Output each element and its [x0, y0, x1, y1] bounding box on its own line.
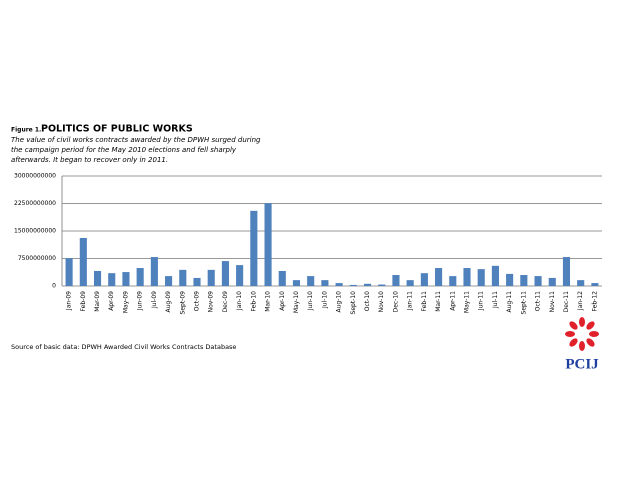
- bar: [406, 280, 414, 286]
- x-tick-label: Sept-10: [350, 291, 357, 315]
- bar: [449, 276, 457, 286]
- bar: [193, 277, 201, 286]
- bar: [292, 280, 301, 286]
- subtitle: The value of civil works contracts award…: [11, 136, 261, 144]
- x-tick-label: Nov-10: [378, 291, 385, 313]
- x-tick-label: Sept-11: [520, 291, 527, 315]
- x-tick-label: Jun-11: [478, 291, 485, 311]
- subtitle: afterwards. It began to recover only in …: [11, 156, 168, 164]
- x-tick-label: Jan-09: [66, 291, 73, 311]
- bar: [136, 268, 144, 286]
- x-tick-label: Feb-09: [80, 291, 87, 312]
- x-tick-label: Jan-11: [407, 291, 414, 311]
- x-tick-label: Jul-09: [151, 291, 158, 309]
- bar: [392, 275, 400, 286]
- bar: [207, 269, 215, 286]
- x-tick-label: Mar-10: [265, 291, 272, 312]
- y-tick-label: 22500000000: [14, 200, 56, 207]
- bar: [122, 272, 130, 286]
- bar: [221, 261, 229, 286]
- bar: [534, 276, 542, 286]
- y-tick-label: 7500000000: [18, 255, 56, 262]
- bar: [335, 283, 343, 286]
- x-tick-label: Aug-11: [506, 291, 513, 313]
- x-tick-label: Oct-09: [194, 291, 201, 311]
- x-tick-label: Sept-09: [179, 291, 186, 315]
- chart-title: POLITICS OF PUBLIC WORKS: [41, 124, 193, 135]
- x-tick-label: Apr-11: [449, 291, 456, 311]
- bar: [491, 265, 499, 286]
- x-tick-label: Apr-09: [108, 291, 115, 311]
- bar: [463, 268, 471, 286]
- x-tick-label: Mar-09: [94, 291, 101, 312]
- bar: [278, 270, 286, 286]
- x-tick-label: Dec-11: [563, 291, 570, 313]
- x-tick-label: Dec-09: [222, 291, 229, 313]
- bar: [264, 203, 272, 286]
- x-tick-label: Aug-09: [165, 291, 172, 313]
- bar: [307, 276, 315, 286]
- bar: [150, 257, 158, 286]
- bar: [79, 237, 87, 286]
- bar: [363, 283, 372, 286]
- bar: [250, 210, 258, 286]
- y-tick-label: 30000000000: [14, 173, 56, 180]
- bar: [93, 270, 102, 286]
- x-tick-label: Aug-10: [336, 291, 343, 313]
- bar: [506, 273, 514, 286]
- bar: [420, 273, 428, 286]
- bar: [435, 268, 443, 286]
- bar: [65, 258, 73, 286]
- x-tick-label: Dec-10: [392, 291, 399, 313]
- y-tick-label: 15000000000: [14, 228, 56, 235]
- bar: [349, 284, 357, 286]
- bar: [591, 283, 599, 286]
- x-tick-label: Jul-11: [492, 291, 499, 309]
- bar: [108, 273, 116, 286]
- x-tick-label: May-10: [293, 291, 300, 313]
- bar: [520, 275, 528, 286]
- x-tick-label: Feb-12: [591, 291, 598, 312]
- x-tick-label: May-09: [122, 291, 129, 313]
- x-tick-label: Jul-10: [321, 291, 328, 309]
- x-tick-label: Feb-11: [421, 291, 428, 312]
- x-tick-label: Nov-09: [208, 291, 215, 313]
- x-tick-label: Jun-09: [137, 291, 144, 311]
- x-tick-label: Jun-10: [307, 291, 314, 311]
- figure-label: Figure 1.: [11, 127, 41, 134]
- x-tick-label: Feb-10: [250, 291, 257, 312]
- x-tick-label: Jan-12: [577, 291, 584, 311]
- bar: [548, 277, 556, 286]
- y-tick-label: 0: [52, 283, 56, 290]
- x-tick-label: Oct-11: [535, 291, 542, 311]
- logo-text: PCIJ: [565, 356, 599, 372]
- bar: [321, 280, 329, 286]
- bar: [179, 269, 187, 286]
- x-tick-label: May-11: [464, 291, 471, 313]
- logo-emblem: [565, 317, 599, 351]
- subtitle: the campaign period for the May 2010 ele…: [11, 146, 237, 154]
- x-tick-label: Oct-10: [364, 291, 371, 311]
- bar: [562, 257, 571, 286]
- source-note: Source of basic data: DPWH Awarded Civil…: [11, 343, 236, 351]
- bar: [477, 269, 485, 286]
- x-tick-label: Mar-11: [435, 291, 442, 312]
- bar: [236, 265, 244, 286]
- bar: [378, 284, 386, 286]
- bar: [165, 276, 173, 286]
- x-tick-label: Jan-10: [236, 291, 243, 311]
- bar: [577, 280, 585, 286]
- x-tick-label: Nov-11: [549, 291, 556, 313]
- x-tick-label: Apr-10: [279, 291, 286, 311]
